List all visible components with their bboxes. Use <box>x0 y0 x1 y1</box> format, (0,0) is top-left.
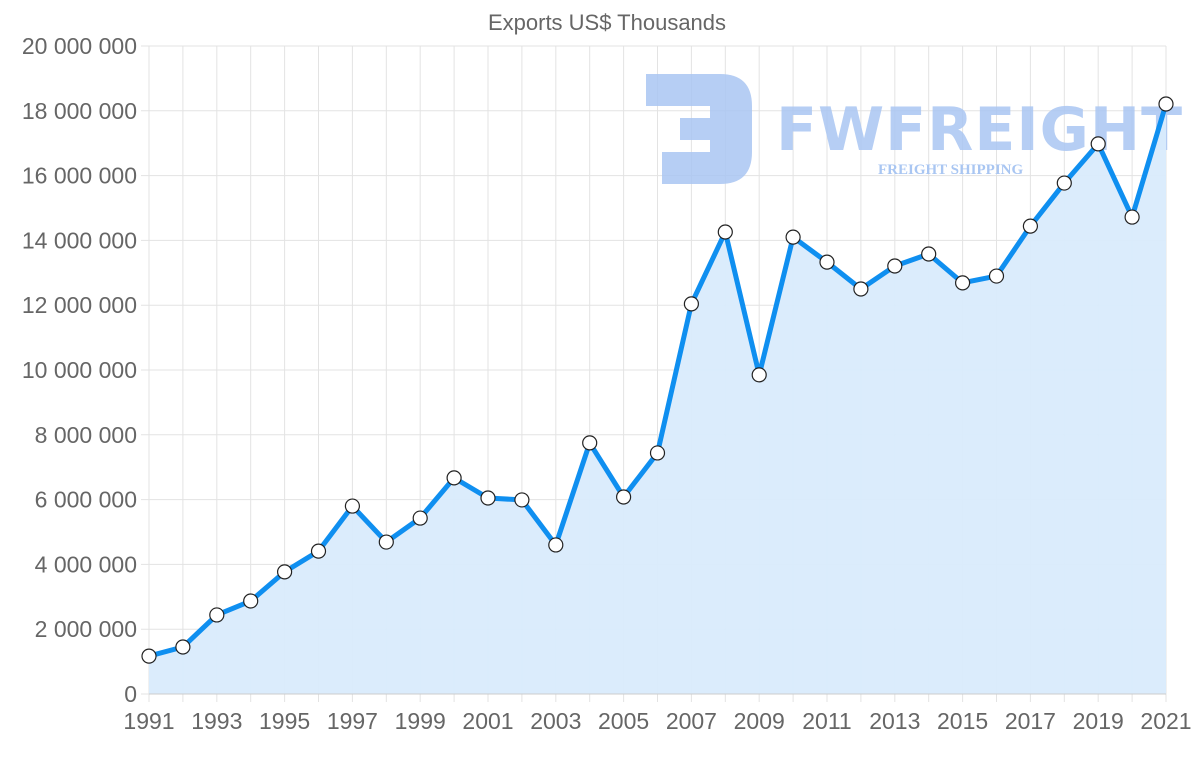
data-point-2012[interactable] <box>853 281 869 297</box>
x-tick-label: 2003 <box>530 708 581 734</box>
y-tick-label: 6 000 000 <box>35 487 137 513</box>
y-tick-label: 12 000 000 <box>22 292 137 318</box>
y-tick-label: 8 000 000 <box>35 422 137 448</box>
data-point-1991[interactable] <box>141 648 157 664</box>
x-tick-label: 1991 <box>123 708 174 734</box>
y-tick-label: 10 000 000 <box>22 357 137 383</box>
y-tick-label: 2 000 000 <box>35 616 137 642</box>
data-point-1999[interactable] <box>412 510 428 526</box>
data-point-2002[interactable] <box>514 492 530 508</box>
data-point-2021[interactable] <box>1158 96 1174 112</box>
y-tick-label: 20 000 000 <box>22 33 137 59</box>
data-point-2019[interactable] <box>1090 136 1106 152</box>
data-point-2005[interactable] <box>615 489 632 505</box>
y-tick-label: 0 <box>124 681 137 707</box>
area-fill <box>149 103 1166 695</box>
y-tick-label: 14 000 000 <box>22 227 137 253</box>
data-point-2003[interactable] <box>548 537 564 553</box>
data-point-1996[interactable] <box>310 543 327 559</box>
data-point-2015[interactable] <box>954 275 971 291</box>
data-point-1995[interactable] <box>277 564 293 580</box>
data-point-2018[interactable] <box>1056 175 1072 191</box>
x-tick-label: 2015 <box>937 708 988 734</box>
data-point-2001[interactable] <box>480 490 496 506</box>
x-tick-label: 2011 <box>802 708 851 734</box>
watermark-tagline: FREIGHT SHIPPING <box>878 162 1023 178</box>
x-tick-label: 2001 <box>462 708 513 734</box>
data-point-2009[interactable] <box>751 367 767 383</box>
data-point-2013[interactable] <box>887 258 903 274</box>
x-tick-label: 2009 <box>734 708 785 734</box>
data-point-2017[interactable] <box>1022 218 1039 234</box>
data-point-1994[interactable] <box>243 593 259 609</box>
x-axis: 1991 1993 1995 1997 1999 2001 2003 2005 2007 2009… <box>123 693 1192 734</box>
x-tick-label: 1993 <box>191 708 242 734</box>
data-point-1992[interactable] <box>175 639 191 655</box>
data-point-2000[interactable] <box>446 470 462 486</box>
x-tick-label: 1995 <box>259 708 310 734</box>
data-point-2010[interactable] <box>785 229 801 245</box>
series-area-fill <box>149 103 1166 695</box>
series-data-points <box>141 96 1174 664</box>
x-tick-label: 2005 <box>598 708 649 734</box>
y-axis: 0 2 000 000 4 000 000 6 000 000 8 000 000 10 … <box>22 33 137 707</box>
data-point-2020[interactable] <box>1124 209 1140 225</box>
x-tick-label: 2013 <box>869 708 920 734</box>
fwfreight-logo-icon <box>646 74 752 184</box>
y-tick-label: 16 000 000 <box>22 163 137 189</box>
data-point-1998[interactable] <box>378 534 394 550</box>
y-tick-label: 18 000 000 <box>22 98 137 124</box>
data-point-1997[interactable] <box>344 498 360 514</box>
data-point-2011[interactable] <box>819 254 835 270</box>
data-point-2004[interactable] <box>582 435 598 451</box>
data-point-2006[interactable] <box>649 445 666 461</box>
fwfreight-watermark: FWFREIGHT FREIGHT SHIPPING <box>646 74 1183 184</box>
data-point-1993[interactable] <box>209 607 225 623</box>
data-point-2008[interactable] <box>717 224 733 240</box>
x-tick-label: 1999 <box>395 708 446 734</box>
y-tick-label: 4 000 000 <box>35 551 137 577</box>
data-point-2014[interactable] <box>921 246 937 262</box>
x-tick-label: 2019 <box>1073 708 1124 734</box>
watermark-brand: FWFREIGHT <box>776 95 1183 165</box>
x-tick-label: 2017 <box>1005 708 1056 734</box>
x-tick-label: 1997 <box>327 708 378 734</box>
data-point-2007[interactable] <box>683 296 700 312</box>
x-tick-label: 2021 <box>1140 708 1191 734</box>
data-point-2016[interactable] <box>988 268 1005 284</box>
x-tick-label: 2007 <box>666 708 717 734</box>
chart-title: Exports US$ Thousands <box>488 10 726 35</box>
